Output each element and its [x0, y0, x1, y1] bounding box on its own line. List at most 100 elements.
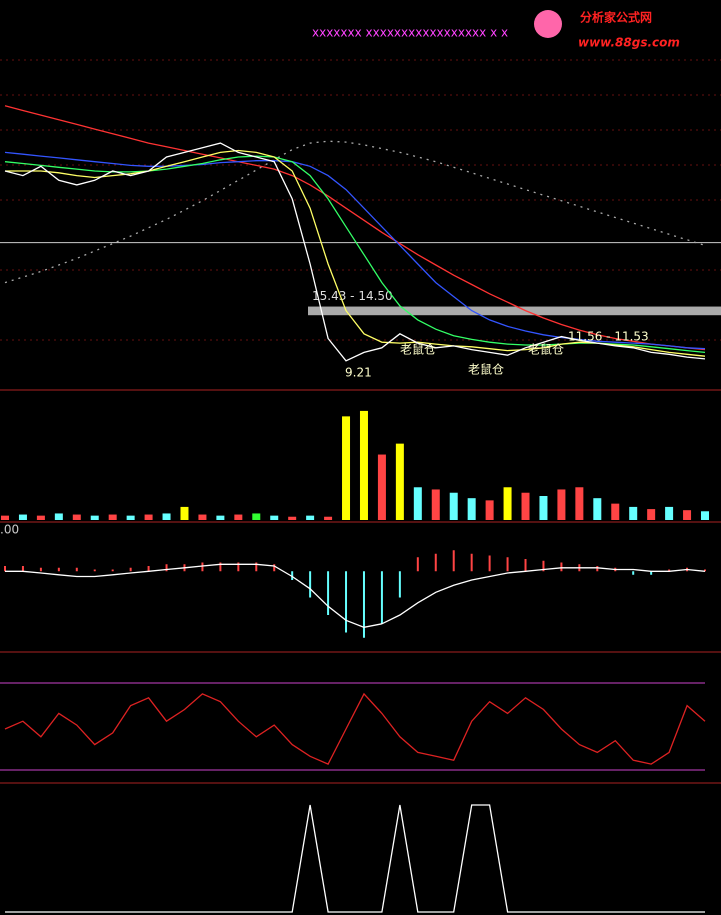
bar	[162, 513, 171, 520]
bar	[198, 514, 207, 520]
series-line	[4, 142, 706, 362]
bar	[57, 567, 60, 572]
series-line	[4, 105, 706, 351]
bar	[54, 513, 63, 520]
bar	[255, 562, 258, 572]
bar	[21, 566, 24, 572]
series-line	[4, 151, 706, 350]
bar	[632, 571, 635, 575]
bar	[539, 496, 548, 520]
bar	[252, 513, 261, 520]
separators	[0, 389, 721, 784]
bar	[147, 566, 150, 572]
bar	[467, 498, 476, 520]
bar	[701, 511, 709, 520]
bar	[18, 514, 27, 520]
bar	[165, 564, 168, 572]
bar	[449, 492, 458, 520]
annotation: 老鼠仓	[468, 363, 504, 377]
annotation: 老鼠仓	[528, 343, 564, 357]
bar	[395, 443, 404, 520]
bar	[470, 553, 473, 572]
bar	[126, 515, 135, 520]
bar	[629, 506, 638, 520]
bar	[345, 571, 348, 633]
bar	[216, 515, 225, 520]
bar	[291, 571, 294, 580]
bar	[416, 557, 419, 572]
bar	[503, 487, 512, 520]
bar	[452, 550, 455, 572]
bar	[413, 487, 422, 520]
bar	[683, 510, 692, 520]
annotation: 11.56 - 11.53	[568, 330, 649, 344]
bar	[596, 566, 599, 572]
bar	[488, 555, 491, 572]
series-line	[4, 692, 706, 765]
series-line	[4, 140, 706, 284]
bar	[380, 571, 383, 624]
bar	[75, 567, 78, 572]
series-line	[5, 804, 705, 913]
bar	[306, 515, 315, 520]
bar	[398, 571, 401, 598]
bar	[342, 416, 351, 520]
bar	[704, 569, 706, 572]
bar	[665, 506, 674, 520]
price-grid	[0, 59, 721, 341]
bar	[111, 569, 114, 572]
bar	[324, 516, 333, 520]
bar	[521, 492, 530, 520]
bar	[593, 498, 602, 520]
bar	[434, 553, 437, 572]
logo-icon	[534, 10, 562, 38]
bar	[237, 562, 240, 572]
bar	[288, 516, 297, 520]
bar	[180, 506, 189, 520]
bar	[144, 514, 153, 520]
bar	[431, 489, 440, 520]
series-line	[5, 563, 706, 628]
bar	[377, 454, 386, 520]
bar	[201, 562, 204, 572]
bar	[485, 500, 494, 520]
bar	[668, 569, 671, 572]
annotation: 老鼠仓	[400, 343, 436, 357]
logo: 分析家公式网	[580, 10, 652, 25]
bar	[234, 514, 243, 520]
bar	[219, 562, 222, 572]
bar	[270, 515, 279, 520]
bar	[506, 557, 509, 572]
bar	[309, 571, 312, 598]
bar	[575, 487, 584, 520]
bar	[1, 515, 9, 520]
bar	[108, 514, 117, 520]
bar	[542, 560, 545, 572]
bar	[327, 571, 330, 615]
bar	[647, 509, 656, 520]
bar	[129, 567, 132, 572]
bar	[524, 559, 527, 572]
bar	[650, 571, 653, 575]
url: www.88gs.com	[578, 36, 680, 50]
marks: xxxxxxx xxxxxxxxxxxxxxxxx x x	[312, 26, 508, 40]
annotation: .00	[0, 523, 19, 537]
bar	[560, 562, 563, 572]
bar	[362, 571, 365, 638]
bar	[36, 515, 45, 520]
annotation: 9.21	[345, 366, 372, 380]
bar	[557, 489, 566, 520]
bar	[4, 566, 6, 572]
band-label: 15.43 - 14.50	[312, 289, 393, 303]
bar	[39, 567, 42, 572]
bar	[273, 564, 276, 572]
bar	[72, 514, 81, 520]
bar	[90, 515, 99, 520]
bar	[93, 569, 96, 572]
band	[308, 306, 721, 316]
series-line	[5, 149, 706, 357]
bar	[611, 503, 620, 520]
bar	[359, 410, 368, 520]
